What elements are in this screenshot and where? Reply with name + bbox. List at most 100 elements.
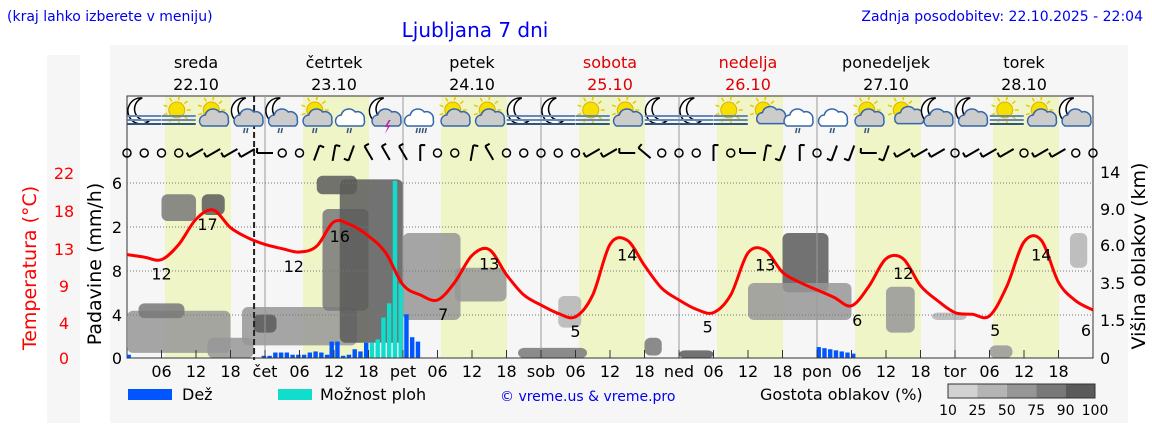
cloud-heavy-rain-icon: [403, 108, 435, 134]
precip-tick-label: 0: [112, 349, 122, 368]
density-tick-label: 10: [939, 403, 957, 419]
wind-barb-icon: [331, 144, 341, 162]
cloud-shape: [371, 108, 402, 127]
x-tick-label: 12: [738, 362, 758, 381]
wind-shaft: [240, 148, 256, 158]
rain-drop: [829, 127, 832, 134]
x-tick-label: 18: [634, 362, 654, 381]
sun-fog-icon: [713, 96, 748, 125]
page-title: Ljubljana 7 dni: [402, 18, 549, 42]
cloud-area: [339, 179, 403, 343]
wind-shaft: [363, 145, 374, 161]
cloud-rain-icon: [817, 108, 849, 134]
temperature-label: 14: [617, 245, 637, 264]
cloud-area: [748, 283, 852, 320]
wind-barb-icon: [712, 144, 719, 161]
temperature-tick-label: 0: [59, 349, 69, 368]
wind-calm-icon: [950, 148, 960, 158]
wind-barb-icon: [1031, 148, 1049, 158]
x-tick-label: 18: [910, 362, 930, 381]
cloud-shape: [854, 108, 885, 127]
wind-barb-icon: [1048, 148, 1066, 158]
moon-cloud-rain-icon: [230, 97, 264, 134]
sun-ray: [632, 100, 637, 105]
moon-cloud-thunder-icon: [368, 97, 402, 134]
sun-ray: [445, 97, 449, 102]
temperature-tick-label: 22: [54, 164, 74, 183]
rain-drop: [315, 127, 318, 134]
sun-shape: [582, 101, 600, 119]
cloud-shape: [198, 108, 230, 127]
wind-shaft: [982, 148, 997, 158]
wind-barb: [1048, 152, 1053, 158]
precip-tick-label: 6: [112, 174, 122, 193]
day-name: nedelja: [719, 53, 778, 72]
x-tick-label: 12: [1014, 362, 1034, 381]
cloud-area: [403, 233, 461, 320]
day-date: 25.10: [587, 75, 633, 94]
cloud-area: [138, 303, 185, 319]
legend-rain-label: Dež: [182, 385, 213, 404]
sun-ray: [307, 97, 311, 102]
rain-drop: [867, 127, 870, 134]
wind-barb-icon: [469, 144, 479, 162]
sun-cloud-icon: [1025, 96, 1058, 127]
moon-shape: [506, 97, 531, 125]
rain-bar: [273, 352, 278, 358]
temperature-tick-label: 13: [54, 240, 74, 259]
location-hint[interactable]: (kraj lahko izberete v meniju): [7, 9, 213, 25]
temperature-label: 5: [990, 321, 1000, 340]
wind-shaft: [469, 144, 475, 162]
wind-barb: [582, 152, 587, 158]
wind-shaft: [778, 145, 787, 161]
temperature-label: 6: [1081, 321, 1091, 340]
wind-barb-icon: [878, 145, 890, 162]
wind-calm-icon: [432, 148, 443, 158]
wind-barb-icon: [739, 147, 756, 154]
x-tick-label: 18: [1048, 362, 1068, 381]
x-tick-label: pon: [802, 362, 832, 381]
sun-ray: [887, 104, 893, 108]
rain-drop: [864, 127, 867, 134]
sun-ray: [177, 96, 180, 101]
legend-rain-swatch: [128, 389, 172, 400]
credit-link[interactable]: © vreme.us & vreme.pro: [500, 389, 675, 405]
sun-ray: [770, 100, 775, 105]
wind-barb-icon: [798, 144, 805, 161]
rain-bar: [816, 347, 821, 358]
wind-shaft: [188, 148, 204, 158]
wind-barb: [220, 152, 225, 158]
wind-shaft: [205, 148, 221, 158]
cloud-shape: [1026, 108, 1058, 127]
wind-barb: [599, 152, 604, 158]
wind-calm-icon: [536, 148, 546, 158]
sun-cloud-icon: [197, 96, 230, 127]
rain-bar: [290, 354, 295, 358]
day-date: 24.10: [449, 75, 495, 94]
wind-barb: [878, 157, 884, 162]
rain-bar: [828, 349, 833, 358]
wind-shaft: [331, 144, 337, 162]
temperature-tick-label: 4: [59, 314, 69, 333]
sun-cloud-rain-icon: [301, 96, 333, 134]
x-tick-label: 06: [979, 362, 999, 381]
wind-barb-icon: [313, 144, 325, 161]
day-name: torek: [1003, 53, 1045, 72]
sun-ray: [473, 112, 479, 116]
sun-ray: [163, 104, 168, 108]
sun-ray: [1005, 96, 1008, 101]
wind-calm-icon: [501, 148, 512, 158]
rain-bar: [358, 351, 363, 358]
wind-calm-icon: [156, 148, 167, 158]
cloud-shape: [474, 108, 506, 127]
sun-ray: [212, 96, 215, 101]
sun-ray: [1025, 104, 1031, 108]
wind-shaft: [930, 148, 946, 158]
cloud-area: [679, 350, 714, 358]
sun-ray: [991, 104, 996, 108]
sun-ray: [755, 97, 759, 102]
rain-bar: [335, 341, 340, 358]
sun-fog-icon: [575, 96, 610, 125]
density-tick-label: 90: [1057, 403, 1075, 419]
cloud-height-tick-label: 9.0: [1100, 200, 1125, 219]
